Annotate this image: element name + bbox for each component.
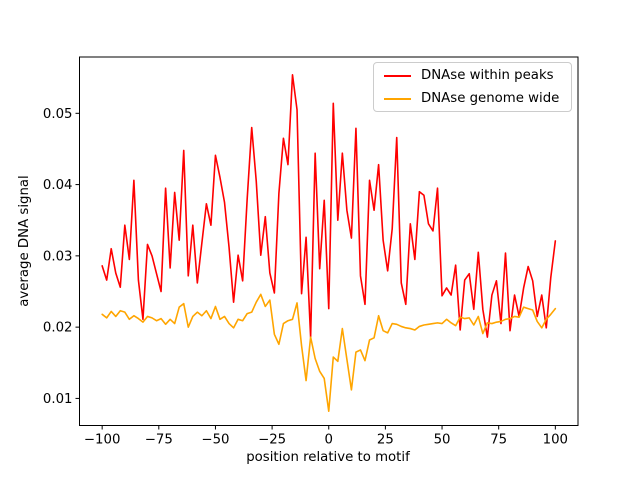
series-line-dnase-genome-wide bbox=[101, 293, 557, 413]
x-tick-label: 100 bbox=[543, 433, 568, 448]
x-axis-label: position relative to motif bbox=[246, 450, 410, 465]
x-tick-label: 50 bbox=[434, 433, 451, 448]
legend: DNAse within peaks DNAse genome wide bbox=[373, 62, 572, 112]
legend-entry-dnase-within-peaks: DNAse within peaks bbox=[384, 66, 571, 85]
x-tick-label: −100 bbox=[84, 433, 121, 448]
legend-entry-dnase-genome-wide: DNAse genome wide bbox=[384, 89, 571, 108]
y-tick-label: 0.04 bbox=[43, 178, 73, 193]
y-tick-label: 0.03 bbox=[43, 249, 73, 264]
legend-line-sample-orange bbox=[384, 97, 411, 100]
x-tick-label: 0 bbox=[325, 433, 333, 448]
axes-frame bbox=[79, 56, 579, 426]
x-tick-label: 75 bbox=[490, 433, 507, 448]
legend-line-sample-red bbox=[384, 74, 411, 77]
y-tick-label: 0.01 bbox=[43, 392, 73, 407]
y-tick-label: 0.02 bbox=[43, 321, 73, 336]
x-tick-label: 25 bbox=[377, 433, 394, 448]
x-tick-label: −75 bbox=[145, 433, 173, 448]
y-axis-label: average DNA signal bbox=[17, 175, 32, 307]
legend-label-dnase-within-peaks: DNAse within peaks bbox=[421, 67, 554, 83]
x-tick-label: −25 bbox=[258, 433, 286, 448]
y-tick-label: 0.05 bbox=[43, 107, 73, 122]
series-line-dnase-within-peaks bbox=[101, 74, 557, 338]
x-tick-label: −50 bbox=[201, 433, 229, 448]
legend-label-dnase-genome-wide: DNAse genome wide bbox=[421, 90, 560, 106]
